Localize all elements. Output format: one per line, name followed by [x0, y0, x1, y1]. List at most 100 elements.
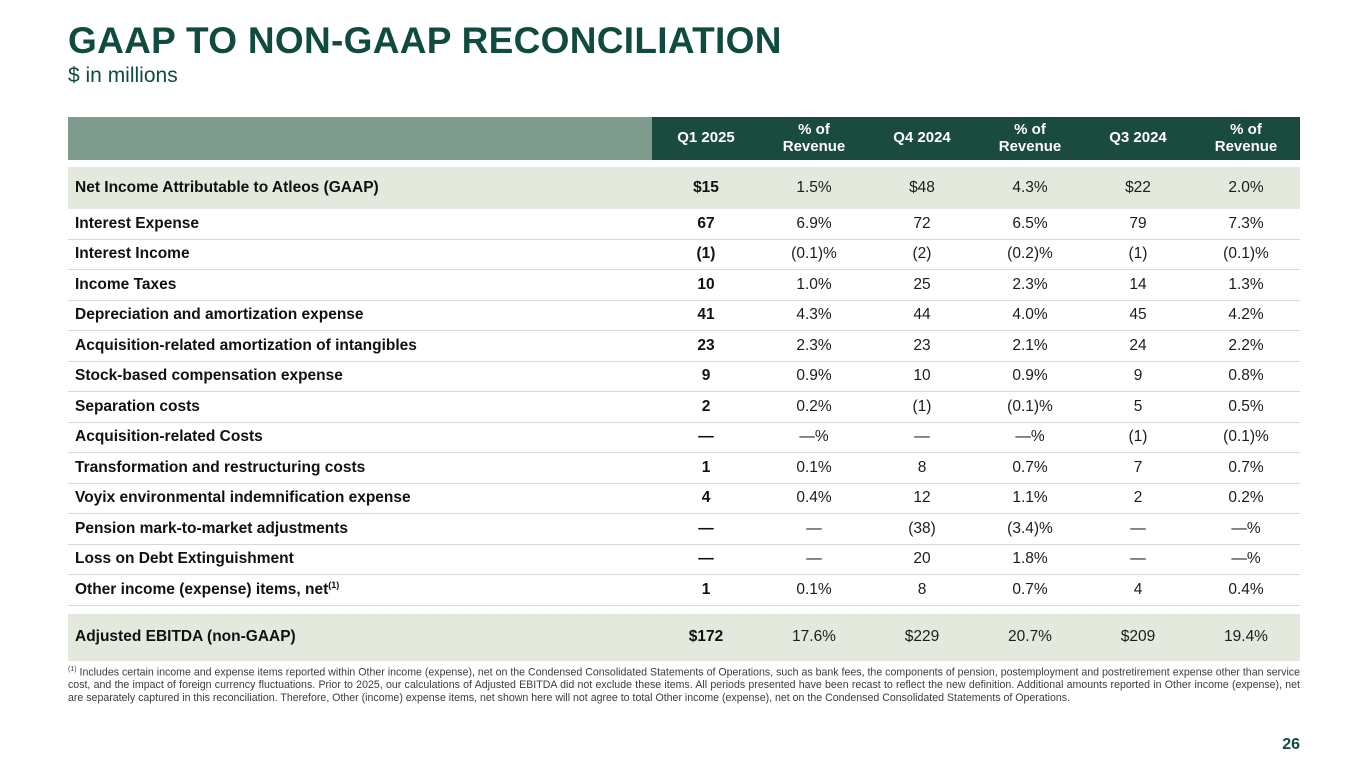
cell-value: 12: [913, 489, 931, 507]
cell-value: —: [698, 519, 714, 537]
cell-value: 1.0%: [796, 275, 832, 293]
table-row: Pension mark-to-market adjustments — — (38)…: [68, 514, 1300, 545]
row-label: Net Income Attributable to Atleos (GAAP): [75, 179, 379, 196]
footnote-text: Includes certain income and expense item…: [68, 666, 1301, 704]
reconciliation-table: Q1 2025% of Revenue Q4 2024% of Revenue Q3…: [68, 117, 1300, 661]
cell-value: 0.4%: [1228, 580, 1264, 598]
cell-value: 4.3%: [796, 306, 832, 324]
cell-value: —%: [799, 428, 829, 446]
table-row: Stock-based compensation expense 9 0.9% 10 0…: [68, 362, 1300, 392]
cell-value: 67: [697, 214, 715, 232]
row-label: Acquisition-related Costs: [75, 428, 263, 446]
cell-value: 4.0%: [1012, 306, 1048, 324]
cell-value: 6.5%: [1012, 214, 1048, 232]
cell-value: (1): [1128, 245, 1148, 263]
cell-value: 25: [913, 275, 931, 293]
cell-value: 5: [1133, 397, 1143, 415]
cell-value: 0.7%: [1012, 458, 1048, 476]
row-label: Voyix environmental indemnification expe…: [75, 489, 411, 507]
cell-value: (0.2)%: [1007, 245, 1053, 263]
cell-value: 23: [697, 336, 715, 354]
cell-value: 0.1%: [796, 458, 832, 476]
cell-value: —: [806, 550, 822, 568]
row-label: Depreciation and amortization expense: [75, 306, 364, 324]
cell-value: —: [1130, 519, 1146, 537]
cell-value: —: [698, 550, 714, 568]
table-row: Acquisition-related Costs — —% — —% (1) (0.1)%: [68, 423, 1300, 453]
cell-value: —: [698, 428, 714, 446]
cell-value: 0.9%: [796, 367, 832, 385]
cell-value: 10: [913, 367, 931, 385]
cell-value: 1.8%: [1012, 550, 1048, 568]
table-body: Net Income Attributable to Atleos (GAAP)…: [68, 167, 1300, 661]
cell-value: $15: [693, 179, 719, 196]
cell-value: 1.3%: [1228, 275, 1264, 293]
cell-value: 1.1%: [1012, 489, 1048, 507]
cell-value: 2.0%: [1228, 179, 1264, 196]
cell-value: 19.4%: [1224, 628, 1268, 645]
table-header-row: Q1 2025% of Revenue Q4 2024% of Revenue Q3…: [68, 117, 1300, 160]
column-header: % of Revenue: [760, 117, 868, 160]
cell-value: 8: [917, 458, 927, 476]
cell-value: $172: [688, 628, 724, 645]
cell-value: 45: [1129, 306, 1147, 324]
header-gap: [68, 160, 1300, 167]
cell-value: 0.5%: [1228, 397, 1264, 415]
cell-value: 10: [697, 275, 715, 293]
cell-value: 8: [917, 580, 927, 598]
column-header: % of Revenue: [1192, 117, 1300, 160]
cell-value: 4.2%: [1228, 306, 1264, 324]
table-row: Voyix environmental indemnification expe…: [68, 484, 1300, 514]
cell-value: 0.9%: [1012, 367, 1048, 385]
row-label: Stock-based compensation expense: [75, 367, 343, 385]
row-label: Income Taxes: [75, 275, 177, 293]
cell-value: (1): [696, 245, 716, 263]
row-label: Interest Income: [75, 245, 190, 263]
cell-value: 2.1%: [1012, 336, 1048, 354]
column-header: % of Revenue: [976, 117, 1084, 160]
table-row: Interest Income (1) (0.1)% (2) (0.2)% (1) (0.1…: [68, 240, 1300, 270]
page-number: 26: [1282, 736, 1300, 753]
cell-value: 9: [701, 367, 711, 385]
cell-value: 6.9%: [796, 214, 832, 232]
cell-value: —%: [1231, 519, 1261, 537]
cell-value: —%: [1015, 428, 1045, 446]
footnote-marker: (1): [68, 666, 77, 673]
column-header: Q1 2025: [652, 117, 760, 160]
cell-value: 2.3%: [796, 336, 832, 354]
row-label: Pension mark-to-market adjustments: [75, 519, 349, 537]
cell-value: 1.5%: [796, 179, 832, 196]
cell-value: (2): [912, 245, 932, 263]
cell-value: (1): [912, 397, 932, 415]
cell-value: 44: [913, 306, 931, 324]
cell-value: 0.4%: [796, 489, 832, 507]
row-label: Separation costs: [75, 397, 200, 415]
cell-value: 41: [697, 306, 715, 324]
row-label: Other income (expense) items, net(1): [75, 580, 340, 599]
cell-value: 2.2%: [1228, 336, 1264, 354]
table-row: Interest Expense 67 6.9% 72 6.5% 79 7.3%: [68, 209, 1300, 240]
table-row: Net Income Attributable to Atleos (GAAP)…: [68, 167, 1300, 209]
cell-value: 1: [701, 580, 711, 598]
cell-value: 0.2%: [796, 397, 832, 415]
table-row: Transformation and restructuring costs 1 0…: [68, 453, 1300, 484]
column-header: Q4 2024: [868, 117, 976, 160]
cell-value: (0.1)%: [1223, 245, 1269, 263]
cell-value: 20.7%: [1008, 628, 1052, 645]
cell-value: 0.1%: [796, 580, 832, 598]
header-label-cell: [68, 117, 652, 160]
cell-value: 14: [1129, 275, 1147, 293]
cell-value: (0.1)%: [1007, 397, 1053, 415]
cell-value: $209: [1120, 628, 1156, 645]
units-subtitle: $ in millions: [68, 64, 178, 87]
cell-value: 20: [913, 550, 931, 568]
cell-value: 2: [1133, 489, 1143, 507]
cell-value: (0.1)%: [1223, 428, 1269, 446]
column-header: Q3 2024: [1084, 117, 1192, 160]
footnote: (1) Includes certain income and expense …: [68, 666, 1300, 705]
row-label: Interest Expense: [75, 214, 200, 232]
row-gap: [68, 605, 1300, 614]
cell-value: (38): [908, 519, 936, 537]
cell-value: 9: [1133, 367, 1143, 385]
